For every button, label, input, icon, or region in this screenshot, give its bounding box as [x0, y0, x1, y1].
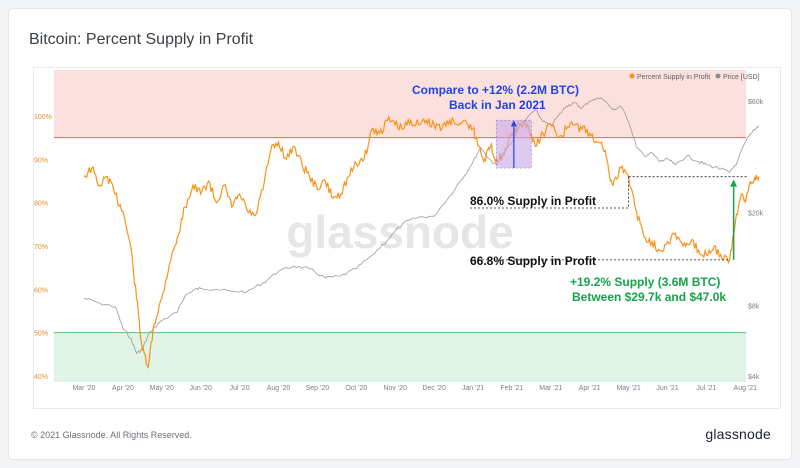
legend-swatch-price — [715, 73, 721, 79]
lower-band — [54, 332, 746, 382]
x-tick-label: Aug '20 — [267, 385, 291, 392]
x-tick-label: May '21 — [616, 385, 640, 392]
axes: Mar '20 Apr '20 May '20 Jun '20 Jul '20 Aug '… — [34, 99, 764, 392]
legend-swatch-supply — [629, 73, 635, 79]
plot-frame — [33, 67, 781, 409]
y-right-tick-label: $8k — [748, 304, 760, 311]
y-left-tick-label: 90% — [34, 157, 48, 164]
level-high-label: 86.0% Supply in Profit — [470, 194, 596, 208]
jan-arrow-head — [510, 120, 517, 127]
annotations: Compare to +12% (2.2M BTC)Back in Jan 20… — [412, 83, 748, 304]
y-right-tick-label: $4k — [748, 374, 760, 381]
price-line — [83, 97, 760, 355]
y-left-tick-label: 70% — [34, 244, 48, 251]
x-tick-label: Jul '21 — [696, 385, 716, 392]
x-tick-label: Sep '20 — [306, 385, 330, 392]
gain-arrow-head — [730, 179, 738, 187]
x-tick-label: Jun '21 — [656, 385, 678, 392]
y-left-tick-label: 100% — [34, 114, 52, 121]
x-tick-label: Feb '21 — [500, 385, 523, 392]
y-left-tick-label: 60% — [34, 287, 48, 294]
gain-annotation-line1: +19.2% Supply (3.6M BTC) — [570, 275, 720, 289]
x-tick-label: Jul '20 — [230, 385, 250, 392]
x-tick-label: Apr '20 — [112, 385, 134, 392]
compare-annotation-line1: Compare to +12% (2.2M BTC) — [412, 83, 579, 97]
x-tick-label: Mar '20 — [72, 385, 95, 392]
x-tick-label: Oct '20 — [345, 385, 367, 392]
watermark: glassnode — [286, 206, 514, 258]
chart-title: Bitcoin: Percent Supply in Profit — [29, 31, 254, 48]
glassnode-logo[interactable]: glassnode — [705, 426, 771, 442]
y-right-tick-label: $60k — [748, 99, 764, 106]
gain-annotation-line2: Between $29.7k and $47.0k — [572, 290, 726, 304]
y-left-tick-label: 40% — [34, 374, 48, 381]
y-left-tick-label: 50% — [34, 331, 48, 338]
legend: Percent Supply in Profit Price [USD] — [629, 73, 760, 81]
x-tick-label: Mar '21 — [539, 385, 562, 392]
x-tick-label: May '20 — [150, 385, 174, 392]
x-tick-label: Jan '21 — [462, 385, 484, 392]
x-tick-label: Nov '20 — [383, 385, 407, 392]
y-right-tick-label: $20k — [748, 211, 764, 218]
level-low-label: 66.8% Supply in Profit — [470, 254, 596, 268]
x-tick-label: Aug '21 — [734, 385, 758, 392]
series — [83, 97, 760, 370]
compare-annotation-line2: Back in Jan 2021 — [449, 98, 546, 112]
footer-copyright: © 2021 Glassnode. All Rights Reserved. — [31, 430, 192, 440]
legend-label-price: Price [USD] — [723, 74, 760, 81]
supply-in-profit-line — [83, 114, 760, 370]
legend-label-supply: Percent Supply in Profit — [637, 74, 710, 81]
y-left-tick-label: 80% — [34, 201, 48, 208]
x-tick-label: Apr '21 — [579, 385, 601, 392]
x-tick-label: Dec '20 — [422, 385, 446, 392]
x-tick-label: Jun '20 — [190, 385, 212, 392]
